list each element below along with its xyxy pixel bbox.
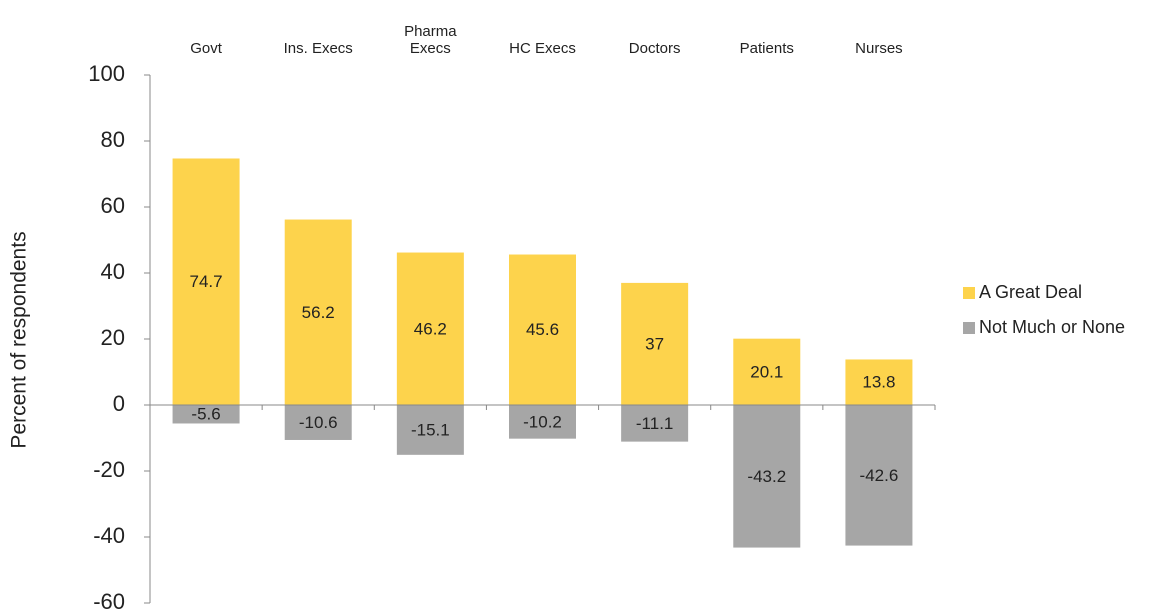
- y-tick-label: 20: [101, 325, 125, 350]
- y-axis-label: Percent of respondents: [8, 231, 31, 448]
- legend-swatch: [963, 322, 975, 334]
- legend-label: Not Much or None: [979, 317, 1125, 337]
- x-tick-label: Pharma Execs: [404, 23, 457, 57]
- y-tick-label: 60: [101, 193, 125, 218]
- value-label: 20.1: [750, 362, 783, 381]
- y-tick-label: 0: [113, 391, 125, 416]
- value-label: 13.8: [862, 373, 895, 392]
- bar: [396, 252, 464, 405]
- x-tick-label: Govt: [190, 40, 222, 57]
- value-label: 46.2: [414, 319, 447, 338]
- bar: [845, 405, 913, 546]
- bar: [733, 338, 801, 405]
- value-label: 74.7: [190, 272, 223, 291]
- x-tick-label: Doctors: [628, 40, 681, 57]
- value-label: -43.2: [747, 467, 786, 486]
- bar: [621, 405, 689, 442]
- y-tick-label: -60: [93, 589, 125, 612]
- bar: [284, 219, 352, 405]
- value-label: 56.2: [302, 303, 335, 322]
- y-tick-label: 80: [101, 127, 125, 152]
- bar: [621, 282, 689, 405]
- y-tick-label: 100: [88, 61, 125, 86]
- value-label: -10.6: [299, 413, 338, 432]
- value-label: -11.1: [636, 414, 674, 433]
- y-tick-label: -20: [93, 457, 125, 482]
- value-label: -10.2: [523, 412, 562, 431]
- legend-swatch: [963, 287, 975, 299]
- bar: [396, 405, 464, 455]
- bar: [284, 405, 352, 440]
- value-label: -42.6: [860, 466, 899, 485]
- x-tick-label: Patients: [739, 40, 794, 57]
- y-tick-label: -40: [93, 523, 125, 548]
- legend-label: A Great Deal: [979, 282, 1082, 302]
- bar: [509, 405, 576, 439]
- bar: [509, 254, 576, 405]
- bar: [733, 405, 801, 548]
- x-tick-label: HC Execs: [509, 40, 576, 57]
- bar: [172, 158, 240, 405]
- y-tick-label: 40: [101, 259, 125, 284]
- x-tick-label: Nurses: [855, 40, 903, 57]
- x-tick-label: Ins. Execs: [283, 40, 353, 57]
- value-label: 37: [645, 334, 664, 353]
- bar: [172, 405, 240, 424]
- value-label: -15.1: [411, 420, 450, 439]
- value-label: -5.6: [191, 405, 220, 424]
- bar: [845, 359, 913, 405]
- value-label: 45.6: [526, 320, 559, 339]
